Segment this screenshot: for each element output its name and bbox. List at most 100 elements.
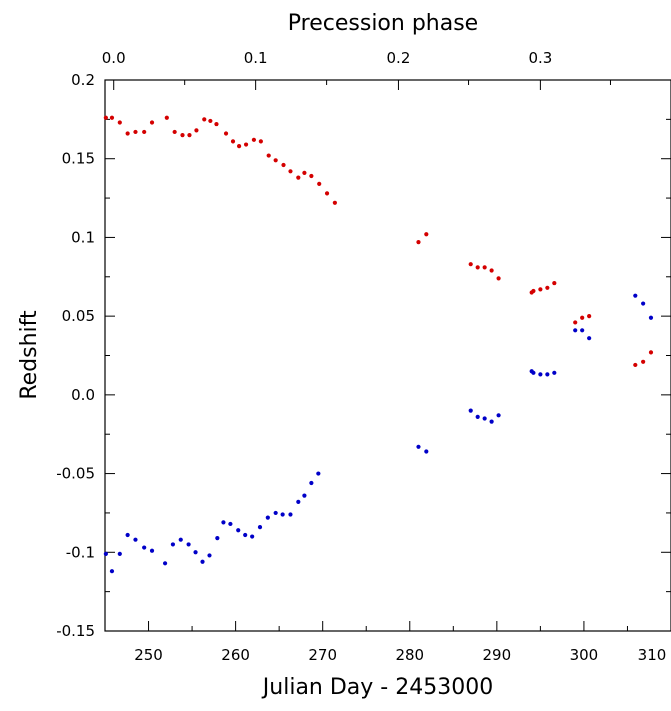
data-point-blue <box>496 413 501 418</box>
data-point-blue <box>288 512 293 517</box>
data-point-red <box>531 288 536 294</box>
data-point-red <box>208 118 213 124</box>
data-point-blue <box>193 550 198 555</box>
data-point-blue <box>243 532 248 538</box>
data-series <box>103 115 654 574</box>
left-y-axis: -0.15 -0.1 -0.05 0.0 0.05 0.1 0.15 0.2 <box>56 71 671 640</box>
data-point-blue <box>149 548 155 553</box>
data-point-red <box>489 268 494 273</box>
data-point-red <box>202 117 207 122</box>
data-point-blue <box>580 328 585 333</box>
data-point-red <box>288 169 293 174</box>
x-tick-label: 270 <box>308 646 337 664</box>
x-axis-title: Julian Day - 2453000 <box>261 675 493 700</box>
data-point-blue <box>482 416 487 421</box>
data-point-red <box>648 350 654 355</box>
data-point-blue <box>468 408 473 413</box>
data-point-blue <box>200 559 205 564</box>
top-axis-title: Precession phase <box>288 11 478 36</box>
data-point-red <box>475 265 480 270</box>
data-point-red <box>109 115 115 120</box>
data-point-blue <box>573 328 578 333</box>
data-point-red <box>468 262 473 267</box>
data-point-red <box>117 120 122 125</box>
data-point-blue <box>587 336 592 341</box>
data-point-blue <box>633 293 638 298</box>
data-point-red <box>230 139 236 144</box>
data-point-red <box>538 287 543 292</box>
data-point-red <box>552 280 557 286</box>
data-point-blue <box>316 471 321 476</box>
data-point-red <box>641 359 646 364</box>
data-point-red <box>164 115 169 120</box>
data-point-red <box>243 142 249 147</box>
data-point-blue <box>531 370 536 375</box>
x-tick-label: 280 <box>395 646 424 664</box>
data-point-red <box>258 139 263 144</box>
data-point-blue <box>296 499 301 505</box>
top-tick-label: 0.0 <box>102 49 126 67</box>
data-point-blue <box>133 537 138 542</box>
x-tick-label: 250 <box>134 646 163 664</box>
data-point-red <box>633 362 638 368</box>
top-tick-label: 0.1 <box>244 49 268 67</box>
x-tick-label: 310 <box>638 646 667 664</box>
data-point-red <box>266 153 271 158</box>
x-tick-label: 290 <box>483 646 512 664</box>
data-point-blue <box>109 569 115 574</box>
data-point-red <box>273 158 278 163</box>
data-point-blue <box>489 419 494 424</box>
data-point-red <box>172 129 177 135</box>
data-point-red <box>223 131 229 136</box>
data-point-red <box>149 120 155 125</box>
data-point-blue <box>236 528 241 533</box>
data-point-blue <box>273 510 278 516</box>
top-tick-label: 0.3 <box>528 49 552 67</box>
data-point-blue <box>207 553 212 558</box>
top-tick-label: 0.2 <box>387 49 411 67</box>
data-point-blue <box>142 545 147 550</box>
data-point-red <box>324 191 330 196</box>
data-point-blue <box>265 515 270 520</box>
series-blue <box>103 293 654 574</box>
data-point-red <box>302 170 307 175</box>
y-tick-label: 0.2 <box>71 71 95 89</box>
data-point-blue <box>170 542 176 547</box>
data-point-red <box>187 133 192 138</box>
data-point-blue <box>641 301 646 306</box>
data-point-blue <box>475 414 480 419</box>
data-point-red <box>587 314 592 319</box>
data-point-blue <box>221 520 226 525</box>
y-axis-title: Redshift <box>17 310 42 400</box>
data-point-red <box>133 129 138 135</box>
data-point-blue <box>162 561 168 566</box>
data-point-blue <box>552 370 557 375</box>
data-point-blue <box>103 551 108 556</box>
data-point-red <box>580 315 585 320</box>
data-point-blue <box>280 512 285 517</box>
data-point-blue <box>257 524 263 530</box>
data-point-blue <box>416 444 421 449</box>
data-point-red <box>573 320 578 325</box>
data-point-red <box>236 144 242 149</box>
data-point-red <box>180 133 185 138</box>
data-point-blue <box>117 551 122 556</box>
data-point-red <box>482 265 487 270</box>
x-tick-label: 260 <box>221 646 250 664</box>
data-point-red <box>125 131 130 136</box>
data-point-red <box>296 175 301 180</box>
series-red <box>103 115 654 368</box>
data-point-blue <box>302 493 307 498</box>
data-point-red <box>251 137 257 142</box>
data-point-red <box>317 181 322 187</box>
plot-frame <box>104 79 671 632</box>
data-point-red <box>142 129 147 135</box>
y-tick-label: 0.05 <box>62 307 95 325</box>
y-tick-label: 0.1 <box>71 228 95 246</box>
y-tick-label: 0.15 <box>62 150 95 168</box>
y-tick-label: 0.0 <box>71 386 95 404</box>
bottom-x-axis: 250 260 270 280 290 300 310 <box>104 621 671 664</box>
data-point-red <box>424 232 429 237</box>
data-point-red <box>281 162 286 168</box>
